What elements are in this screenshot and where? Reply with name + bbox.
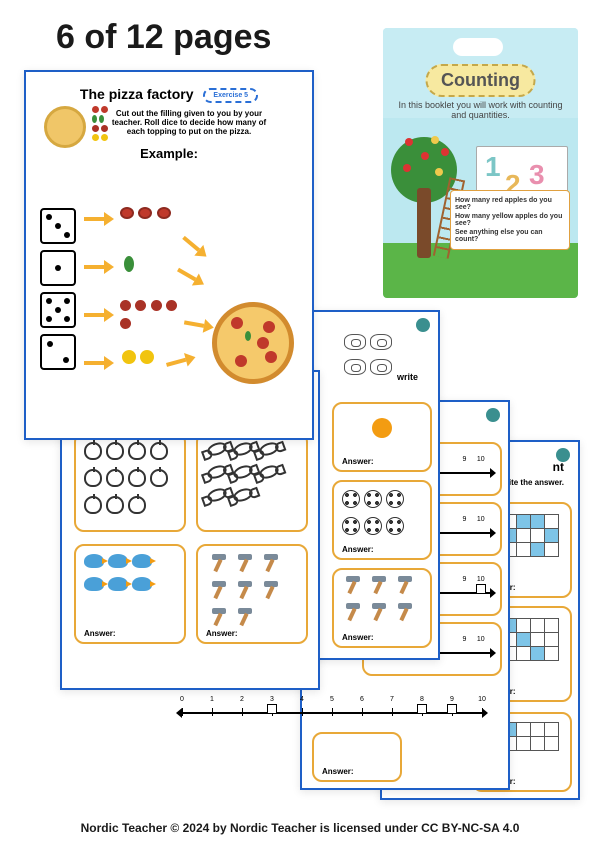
tick-label: 9 (463, 516, 467, 523)
arrow-icon (84, 358, 114, 368)
numline-box (267, 704, 277, 714)
apples-card (74, 432, 186, 532)
tick-label: 8 (420, 696, 424, 703)
orange-card: Answer: (332, 402, 432, 472)
text-fragment: write (397, 372, 418, 382)
number-1: 1 (485, 151, 501, 183)
pizza-title-row: The pizza factory Exercise 5 (38, 86, 300, 103)
pizza-instructions: Cut out the filling given to you by your… (108, 109, 270, 136)
logo-icon (416, 318, 430, 332)
cover-card: Counting In this booklet you will work w… (383, 28, 578, 298)
question-2: How many yellow apples do you see? (455, 213, 565, 227)
tick-label: 3 (270, 696, 274, 703)
basil-cluster (124, 256, 134, 277)
tick-label: 6 (360, 696, 364, 703)
apple-icon (405, 138, 413, 146)
apple-icon (441, 148, 449, 156)
answer-label: Answer: (342, 457, 374, 466)
pepperoni-cluster (120, 298, 180, 334)
dice-icon (40, 334, 76, 370)
pigs-group (342, 332, 394, 382)
exercise-badge: Exercise 5 (203, 88, 258, 103)
questions-box: How many red apples do you see? How many… (450, 190, 570, 250)
numline-box (447, 704, 457, 714)
arrow-icon (84, 214, 114, 224)
birds-card: Answer: (74, 544, 186, 644)
candies-card (196, 432, 308, 532)
title-fragment: nt (553, 460, 564, 474)
answer-label: Answer: (342, 545, 374, 554)
tick-label: 4 (300, 696, 304, 703)
question-1: How many red apples do you see? (455, 197, 565, 211)
tick-label: 5 (330, 696, 334, 703)
arrow-icon (165, 352, 197, 369)
tick-label: 1 (210, 696, 214, 703)
hammers-card-2: Answer: (196, 544, 308, 644)
worksheet-pizza: The pizza factory Exercise 5 Cut out the… (24, 70, 314, 440)
cloud-icon (453, 38, 503, 56)
tree-trunk (417, 188, 431, 258)
tick-label: 10 (478, 696, 486, 703)
tick-label: 10 (477, 576, 485, 583)
cover-title: Counting (425, 64, 536, 97)
number-3: 3 (529, 159, 545, 191)
dice-icon (40, 292, 76, 328)
cover-grass (383, 243, 578, 298)
answer-label: Answer: (322, 767, 354, 776)
pizza-result-icon (212, 302, 294, 384)
dice-icon (40, 250, 76, 286)
tick-label: 9 (463, 456, 467, 463)
answer-label: Answer: (342, 633, 374, 642)
tick-label: 9 (450, 696, 454, 703)
dice-column (40, 202, 76, 376)
arrow-icon (176, 265, 207, 289)
arrow-icon (84, 310, 114, 320)
arrow-icon (183, 317, 214, 332)
page-heading: 6 of 12 pages (56, 18, 271, 57)
tick-label: 10 (477, 636, 485, 643)
footer-license: Nordic Teacher © 2024 by Nordic Teacher … (0, 821, 600, 835)
dice-icon (40, 208, 76, 244)
apple-icon (435, 168, 443, 176)
tick-label: 9 (463, 576, 467, 583)
logo-icon (486, 408, 500, 422)
tick-label: 7 (390, 696, 394, 703)
toppings-key (92, 106, 122, 141)
cheese-cluster (122, 350, 154, 369)
apple-icon (421, 152, 429, 160)
pizza-title: The pizza factory (80, 86, 194, 102)
question-3: See anything else you can count? (455, 229, 565, 243)
arrow-icon (180, 234, 209, 261)
cover-subtitle: In this booklet you will work with count… (393, 100, 568, 120)
apple-icon (431, 136, 439, 144)
tick-label: 2 (240, 696, 244, 703)
answer-label: Answer: (84, 629, 116, 638)
tick-label: 10 (477, 516, 485, 523)
pizza-base-icon (44, 106, 86, 148)
number-line-long: 012345678910 (182, 702, 482, 722)
arrow-icon (84, 262, 114, 272)
tomato-cluster (120, 206, 171, 224)
example-label: Example: (38, 146, 300, 161)
balls-card: Answer: (332, 480, 432, 560)
hammers-card: Answer: (332, 568, 432, 648)
numline-box (417, 704, 427, 714)
apple-icon (403, 164, 411, 172)
orange-icon (372, 418, 392, 438)
tick-label: 9 (463, 636, 467, 643)
answer-label: Answer: (206, 629, 238, 638)
answer-card: Answer: (312, 732, 402, 782)
tick-label: 10 (477, 456, 485, 463)
tick-label: 0 (180, 696, 184, 703)
